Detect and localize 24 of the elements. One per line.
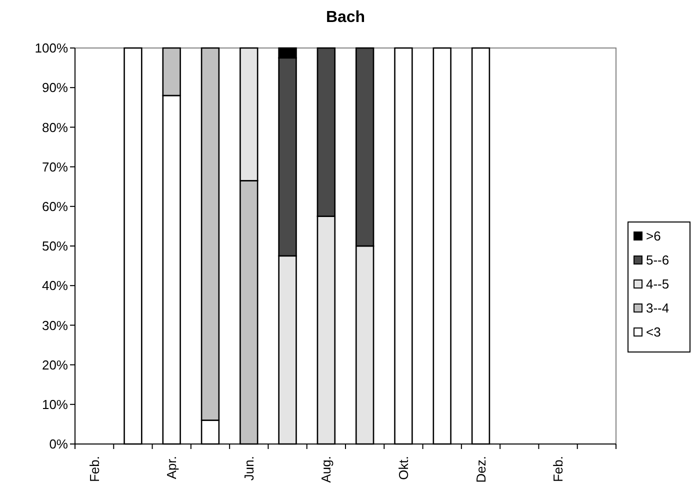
legend-label: 3--4 [646, 300, 670, 316]
y-tick-label: 70% [42, 159, 68, 174]
y-tick-label: 0% [49, 436, 68, 452]
x-tick-label: Feb. [86, 456, 102, 482]
x-tick-label: Dez. [473, 456, 488, 483]
y-tick-label: 100% [34, 40, 68, 56]
x-tick-label: Feb. [550, 456, 566, 482]
x-tick-label: Okt. [396, 456, 412, 480]
x-tick-label: Apr. [164, 456, 180, 480]
x-tick-label: Aug. [318, 456, 334, 483]
y-tick-label: 60% [42, 198, 68, 214]
legend-label: <3 [646, 324, 661, 340]
y-tick-label: 10% [42, 396, 68, 412]
x-tick-label: Jun. [241, 456, 256, 481]
legend-label: 5--6 [646, 252, 670, 268]
y-tick-label: 80% [42, 120, 68, 135]
y-tick-label: 20% [42, 357, 68, 372]
legend-label: >6 [646, 228, 661, 244]
legend-label: 4--5 [646, 276, 670, 292]
y-tick-label: 90% [42, 80, 68, 96]
y-tick-label: 50% [42, 238, 68, 254]
y-tick-label: 30% [42, 318, 68, 333]
chart-title: Bach [326, 9, 366, 26]
y-tick-label: 40% [42, 278, 68, 294]
